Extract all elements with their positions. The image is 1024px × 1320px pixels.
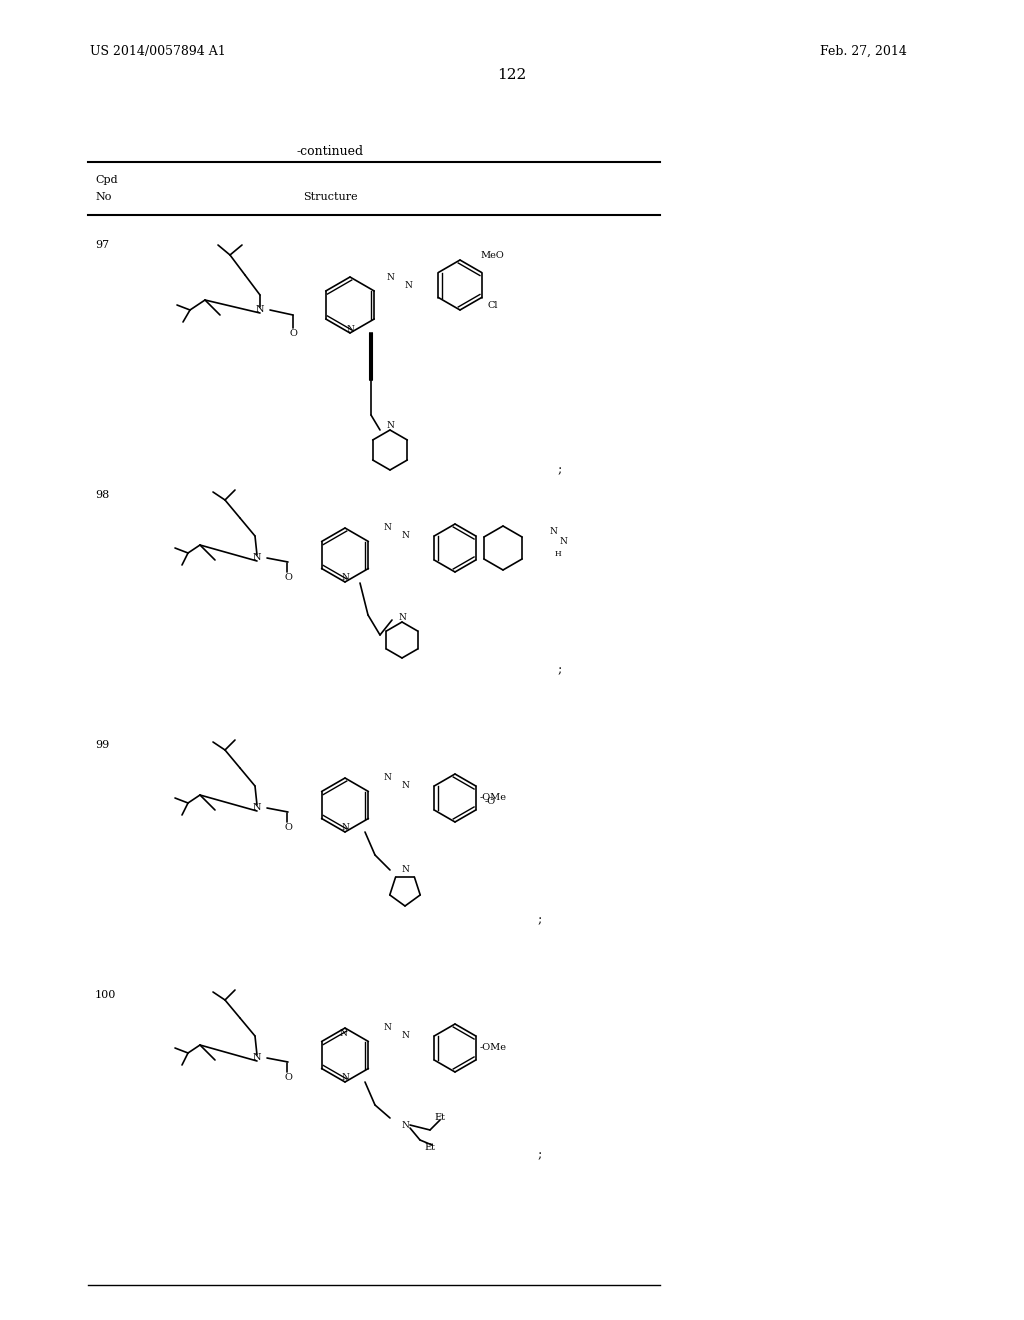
Text: 98: 98 [95,490,110,500]
Text: N: N [386,421,394,429]
Text: O: O [284,824,292,833]
Text: -OMe: -OMe [480,793,507,803]
Text: -continued: -continued [296,145,364,158]
Text: ;: ; [538,1148,542,1162]
Text: N: N [383,1023,391,1032]
Text: N: N [401,781,409,791]
Text: N: N [341,573,349,582]
Text: Cpd: Cpd [95,176,118,185]
Text: N: N [253,1053,261,1063]
Text: H: H [555,550,561,558]
Text: N: N [386,272,394,281]
Text: O: O [284,1073,292,1082]
Text: Et: Et [425,1143,435,1152]
Text: Cl: Cl [488,301,499,309]
Text: N: N [339,1028,347,1038]
Text: 100: 100 [95,990,117,1001]
Text: N: N [341,824,349,833]
Text: -OMe: -OMe [480,1044,507,1052]
Text: N: N [253,553,261,562]
Text: N: N [383,774,391,783]
Text: O: O [284,573,292,582]
Text: O: O [289,330,297,338]
Text: No: No [95,191,112,202]
Text: 97: 97 [95,240,110,249]
Text: N: N [398,614,406,623]
Text: N: N [256,305,264,314]
Text: N: N [253,804,261,813]
Text: MeO: MeO [480,251,504,260]
Text: N: N [401,532,409,540]
Text: ;: ; [558,664,562,676]
Text: 122: 122 [498,69,526,82]
Text: ;: ; [558,463,562,477]
Text: N: N [401,1031,409,1040]
Text: N: N [401,866,409,874]
Text: -O: -O [485,796,496,805]
Text: Et: Et [434,1114,445,1122]
Text: Feb. 27, 2014: Feb. 27, 2014 [820,45,907,58]
Text: US 2014/0057894 A1: US 2014/0057894 A1 [90,45,225,58]
Text: N: N [559,537,567,546]
Text: N: N [341,1073,349,1082]
Text: Structure: Structure [303,191,357,202]
Text: N: N [383,524,391,532]
Text: N: N [346,325,354,334]
Text: N: N [401,1121,409,1130]
Text: N: N [549,528,557,536]
Text: ;: ; [538,913,542,927]
Text: 99: 99 [95,741,110,750]
Text: N: N [404,281,412,289]
